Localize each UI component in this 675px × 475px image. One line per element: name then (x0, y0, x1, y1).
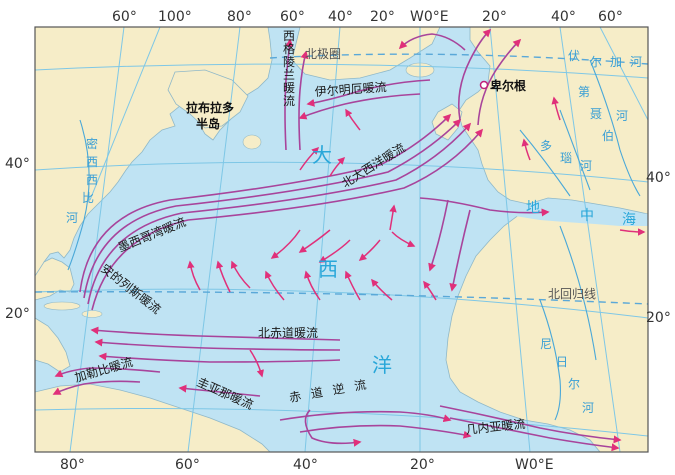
west-greenland-char-3: 陵 (283, 55, 295, 69)
top-lon-2: 100° (158, 9, 192, 25)
bottom-lon-5: W0°E (515, 457, 554, 473)
newfoundland-island (242, 134, 262, 150)
cuba-island (43, 301, 81, 311)
right-lat-2: 20° (646, 310, 671, 326)
labrador-land (167, 69, 249, 129)
top-lon-6: 20° (370, 9, 395, 25)
north-equatorial-label: 北赤道暖流 (258, 326, 318, 340)
west-greenland-char-2: 格 (283, 41, 295, 56)
labrador-label-line-2: 半岛 (196, 116, 220, 131)
volga-char-2: 尔 (590, 54, 602, 69)
bottom-lon-4: 20° (410, 457, 435, 473)
mississippi-char-5: 河 (66, 211, 78, 225)
top-lon-3: 80° (227, 9, 252, 25)
mississippi-char-1: 密 (86, 136, 98, 151)
bottom-lon-3: 40° (293, 457, 318, 473)
interior-arrows (187, 96, 646, 378)
mississippi-char-4: 比 (82, 191, 94, 205)
bottom-lon-1: 80° (60, 457, 85, 473)
map-frame (34, 26, 649, 453)
ocean-name-char-1: 大 (312, 143, 332, 167)
west-greenland-char-4: 兰 (283, 68, 295, 82)
left-lat-2: 20° (5, 306, 30, 322)
west-greenland-char-6: 流 (283, 94, 295, 108)
west-greenland-char-5: 暖 (283, 81, 295, 95)
bergen-marker (479, 80, 489, 90)
dnieper-char-1: 第 (578, 85, 590, 99)
irminger-label: 伊尔明厄暖流 (314, 79, 387, 99)
tropic-of-cancer-label: 北回归线 (548, 287, 596, 301)
nile-char-3: 尔 (568, 376, 580, 391)
florida-land (35, 257, 75, 301)
mississippi-char-2: 西 (86, 155, 98, 169)
mississippi-char-3: 西 (86, 173, 98, 187)
mediterranean-char-2: 中 (580, 208, 594, 224)
right-lat-1: 40° (646, 170, 671, 186)
ocean-name-char-3: 洋 (372, 353, 392, 377)
top-lon-8: 20° (482, 9, 507, 25)
arctic-circle-label: 北极圈 (305, 47, 341, 61)
ocean-currents (52, 28, 622, 452)
mediterranean-char-1: 地 (526, 200, 540, 216)
top-lon-1: 60° (112, 9, 137, 25)
guinea-label: 几内亚暖流 (465, 417, 526, 437)
top-lon-10: 60° (598, 9, 623, 25)
top-lon-7: W0°E (410, 9, 449, 25)
greenland-land (291, 27, 441, 81)
danube-char-2: 瑙 (560, 151, 572, 165)
nile-char-1: 尼 (540, 337, 552, 351)
europe-land (457, 27, 648, 215)
tropic-of-cancer-line (35, 291, 648, 305)
top-lon-5: 40° (328, 9, 353, 25)
dnieper-char-3: 伯 (602, 128, 614, 143)
danube-char-3: 河 (580, 159, 592, 173)
mediterranean-water (508, 200, 648, 226)
graticule (35, 27, 648, 452)
ocean-name-char-2: 西 (318, 257, 338, 281)
top-lon-4: 60° (280, 9, 305, 25)
top-lon-9: 40° (551, 9, 576, 25)
rivers (67, 59, 641, 421)
central-america-land (35, 317, 71, 373)
danube-char-1: 多 (540, 139, 552, 153)
hispaniola-island (81, 310, 103, 318)
africa-land (445, 213, 648, 452)
bottom-lon-2: 60° (175, 457, 200, 473)
west-greenland-char-1: 西 (283, 29, 295, 43)
mediterranean-char-3: 海 (622, 212, 636, 228)
left-lat-1: 40° (5, 156, 30, 172)
nile-char-4: 河 (582, 401, 594, 415)
volga-char-4: 河 (630, 55, 642, 69)
bergen-label: 卑尔根 (490, 78, 526, 93)
volga-char-1: 伏 (568, 49, 580, 63)
labrador-label-line-1: 拉布拉多 (186, 100, 234, 115)
dnieper-char-4: 河 (616, 109, 628, 123)
volga-char-3: 加 (610, 55, 622, 69)
dnieper-char-2: 聂 (590, 107, 602, 121)
nile-char-2: 日 (556, 355, 568, 369)
